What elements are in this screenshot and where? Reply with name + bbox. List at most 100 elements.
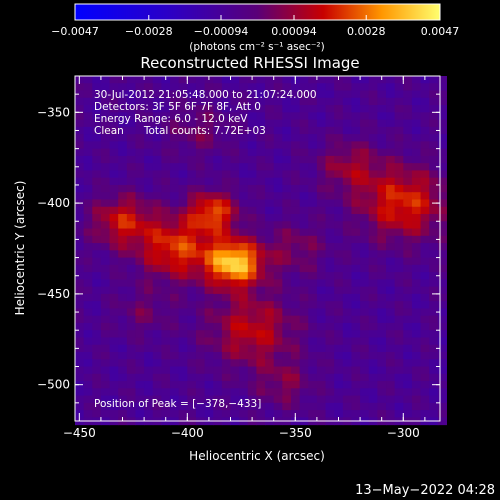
image-pixel — [247, 235, 257, 244]
image-pixel — [403, 352, 413, 360]
colorbar-tick-label: −0.00094 — [194, 25, 249, 38]
image-pixel — [152, 388, 162, 397]
image-pixel — [152, 330, 162, 338]
image-pixel — [411, 395, 422, 404]
chart-title: Reconstructed RHESSI Image — [140, 54, 359, 72]
image-pixel — [161, 112, 171, 121]
image-pixel — [118, 105, 128, 113]
image-pixel — [83, 97, 93, 106]
image-pixel — [144, 126, 154, 135]
image-pixel — [273, 264, 283, 273]
image-pixel — [92, 344, 102, 353]
image-pixel — [213, 388, 223, 397]
image-pixel — [126, 410, 136, 418]
image-pixel — [420, 257, 430, 266]
image-pixel — [411, 322, 422, 331]
image-pixel — [265, 76, 275, 84]
image-pixel — [135, 337, 145, 346]
image-pixel — [420, 402, 430, 411]
image-pixel — [437, 293, 447, 302]
image-pixel — [386, 97, 396, 106]
image-pixel — [437, 359, 447, 368]
image-pixel — [100, 402, 111, 411]
image-pixel — [152, 134, 162, 142]
image-pixel — [161, 119, 171, 128]
image-pixel — [221, 119, 231, 128]
image-pixel — [100, 250, 111, 259]
image-pixel — [152, 293, 162, 302]
image-pixel — [75, 257, 85, 266]
image-pixel — [299, 199, 309, 208]
image-pixel — [195, 308, 206, 317]
image-pixel — [273, 163, 283, 171]
image-pixel — [144, 90, 154, 99]
image-pixel — [195, 170, 206, 179]
image-pixel — [126, 192, 136, 200]
image-pixel — [360, 163, 370, 171]
image-pixel — [256, 337, 266, 346]
image-pixel — [135, 395, 145, 404]
image-pixel — [256, 228, 266, 237]
image-pixel — [152, 83, 162, 92]
image-pixel — [420, 315, 430, 324]
image-pixel — [403, 112, 413, 121]
image-pixel — [351, 134, 361, 142]
image-pixel — [170, 352, 180, 360]
image-pixel — [429, 315, 439, 324]
image-pixel — [342, 272, 352, 280]
image-pixel — [109, 192, 119, 200]
image-pixel — [135, 301, 145, 309]
image-pixel — [239, 381, 249, 389]
image-pixel — [109, 76, 119, 84]
image-pixel — [126, 293, 136, 302]
image-pixel — [170, 243, 180, 251]
image-pixel — [161, 395, 171, 404]
image-pixel — [239, 388, 249, 397]
image-pixel — [239, 337, 249, 346]
image-pixel — [100, 228, 111, 237]
image-pixel — [342, 235, 352, 244]
image-pixel — [83, 301, 93, 309]
image-pixel — [386, 308, 396, 317]
image-pixel — [290, 315, 301, 324]
image-pixel — [386, 352, 396, 360]
image-pixel — [386, 257, 396, 266]
image-pixel — [342, 250, 352, 259]
image-pixel — [325, 177, 335, 186]
image-pixel — [420, 235, 430, 244]
image-pixel — [325, 155, 335, 164]
image-pixel — [299, 221, 309, 230]
image-pixel — [360, 395, 370, 404]
image-pixel — [437, 235, 447, 244]
image-pixel — [221, 192, 231, 200]
image-pixel — [360, 83, 370, 92]
image-pixel — [316, 366, 327, 375]
image-pixel — [126, 105, 136, 113]
image-pixel — [403, 235, 413, 244]
image-pixel — [334, 155, 344, 164]
image-pixel — [170, 97, 180, 106]
image-pixel — [204, 119, 214, 128]
image-pixel — [351, 97, 361, 106]
image-pixel — [83, 344, 93, 353]
image-pixel — [299, 76, 309, 84]
image-pixel — [334, 410, 344, 418]
image-pixel — [178, 105, 188, 113]
image-pixel — [152, 112, 162, 121]
image-pixel — [403, 301, 413, 309]
image-pixel — [334, 388, 344, 397]
image-pixel — [109, 352, 119, 360]
image-pixel — [256, 83, 266, 92]
image-pixel — [135, 148, 145, 157]
image-pixel — [247, 243, 257, 251]
image-pixel — [161, 373, 171, 382]
image-pixel — [213, 83, 223, 92]
image-pixel — [377, 119, 387, 128]
image-pixel — [239, 126, 249, 135]
image-pixel — [247, 250, 257, 259]
image-pixel — [368, 177, 378, 186]
image-pixel — [394, 330, 404, 338]
image-pixel — [204, 344, 214, 353]
image-pixel — [230, 170, 240, 179]
